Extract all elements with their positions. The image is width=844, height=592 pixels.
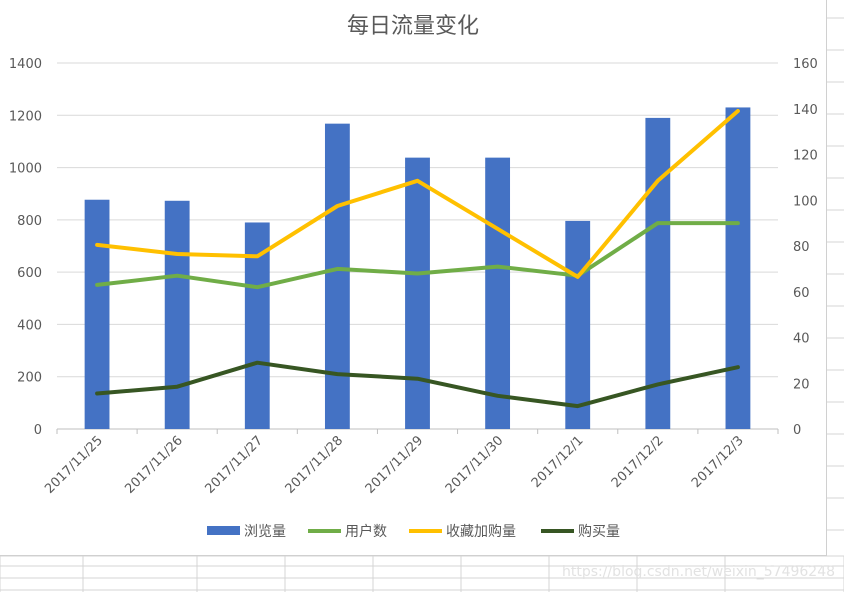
left-tick-label: 200 [17, 371, 42, 386]
line-series-1 [95, 221, 740, 290]
x-tick-label: 2017/11/28 [283, 433, 347, 497]
legend-label: 购买量 [578, 524, 620, 540]
x-tick-label: 2017/11/30 [443, 433, 507, 497]
bar-9 [725, 107, 751, 429]
line-series-2 [95, 109, 740, 279]
right-axis: 0 20 40 60 80 100 120 140 160 [793, 57, 818, 438]
left-tick-label: 600 [17, 266, 42, 281]
legend-label: 浏览量 [244, 524, 286, 540]
left-tick-label: 1000 [9, 162, 42, 177]
x-tick-label: 2017/12/2 [609, 433, 667, 491]
bar-3 [244, 222, 270, 429]
right-tick-label: 20 [793, 377, 810, 392]
x-axis: 2017/11/25 2017/11/26 2017/11/27 2017/11/28… [42, 429, 779, 497]
right-tick-label: 60 [793, 286, 810, 301]
right-tick-label: 160 [793, 57, 818, 72]
line-series [95, 109, 740, 409]
right-tick-label: 140 [793, 103, 818, 118]
right-tick-label: 40 [793, 332, 810, 347]
right-tick-label: 100 [793, 194, 818, 209]
line-series-3 [95, 360, 740, 409]
left-tick-label: 400 [17, 318, 42, 333]
bar-series [84, 107, 751, 430]
watermark-text: https://blog.csdn.net/weixin_57496248 [562, 564, 836, 580]
bar-6 [485, 157, 511, 429]
left-tick-label: 1200 [9, 109, 42, 124]
legend: 浏览量 用户数 收藏加购量 购买量 [207, 523, 620, 540]
bar-5 [405, 157, 430, 429]
bar-1 [84, 199, 110, 429]
bar-7 [565, 220, 591, 429]
bar-4 [324, 123, 350, 429]
right-tick-label: 120 [793, 149, 818, 164]
left-axis: 0 200 400 600 800 1000 1200 1400 [9, 57, 42, 438]
x-tick-label: 2017/12/1 [529, 433, 587, 491]
x-tick-label: 2017/11/27 [203, 433, 267, 497]
right-tick-label: 80 [793, 240, 810, 255]
x-tick-label: 2017/12/3 [689, 433, 747, 491]
x-tick-label: 2017/11/29 [363, 433, 427, 497]
legend-label: 用户数 [345, 523, 387, 540]
legend-swatch [207, 526, 240, 535]
right-tick-label: 0 [793, 423, 801, 438]
left-tick-label: 0 [34, 423, 42, 438]
chart-title: 每日流量变化 [347, 14, 479, 39]
x-tick-label: 2017/11/26 [122, 433, 186, 497]
left-tick-label: 1400 [9, 57, 42, 72]
bar-2 [164, 200, 190, 429]
daily-traffic-chart: 每日流量变化 0 200 400 600 800 1000 1200 1400 0 20 40 60… [9, 14, 818, 540]
bar-8 [645, 117, 671, 430]
legend-label: 收藏加购量 [446, 524, 516, 540]
x-tick-label: 2017/11/25 [42, 433, 106, 497]
left-tick-label: 800 [17, 214, 42, 229]
